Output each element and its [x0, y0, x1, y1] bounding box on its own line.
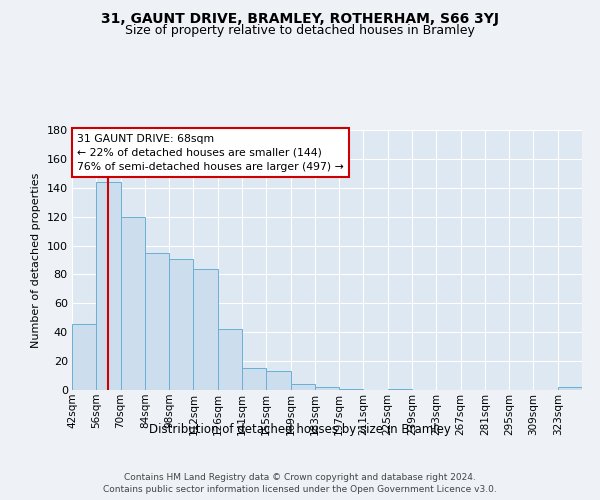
Bar [242, 368, 266, 390]
Bar [72, 324, 96, 390]
Bar [193, 268, 218, 390]
Text: Size of property relative to detached houses in Bramley: Size of property relative to detached ho… [125, 24, 475, 37]
Y-axis label: Number of detached properties: Number of detached properties [31, 172, 41, 348]
Bar [315, 387, 339, 390]
Bar [388, 388, 412, 390]
Bar [266, 371, 290, 390]
Text: Contains HM Land Registry data © Crown copyright and database right 2024.
Contai: Contains HM Land Registry data © Crown c… [103, 472, 497, 494]
Bar [339, 388, 364, 390]
Text: 31, GAUNT DRIVE, BRAMLEY, ROTHERHAM, S66 3YJ: 31, GAUNT DRIVE, BRAMLEY, ROTHERHAM, S66… [101, 12, 499, 26]
Bar [169, 258, 193, 390]
Text: Distribution of detached houses by size in Bramley: Distribution of detached houses by size … [149, 422, 451, 436]
Bar [145, 253, 169, 390]
Bar [290, 384, 315, 390]
Bar [121, 216, 145, 390]
Bar [558, 387, 582, 390]
Text: 31 GAUNT DRIVE: 68sqm
← 22% of detached houses are smaller (144)
76% of semi-det: 31 GAUNT DRIVE: 68sqm ← 22% of detached … [77, 134, 344, 172]
Bar [218, 330, 242, 390]
Bar [96, 182, 121, 390]
